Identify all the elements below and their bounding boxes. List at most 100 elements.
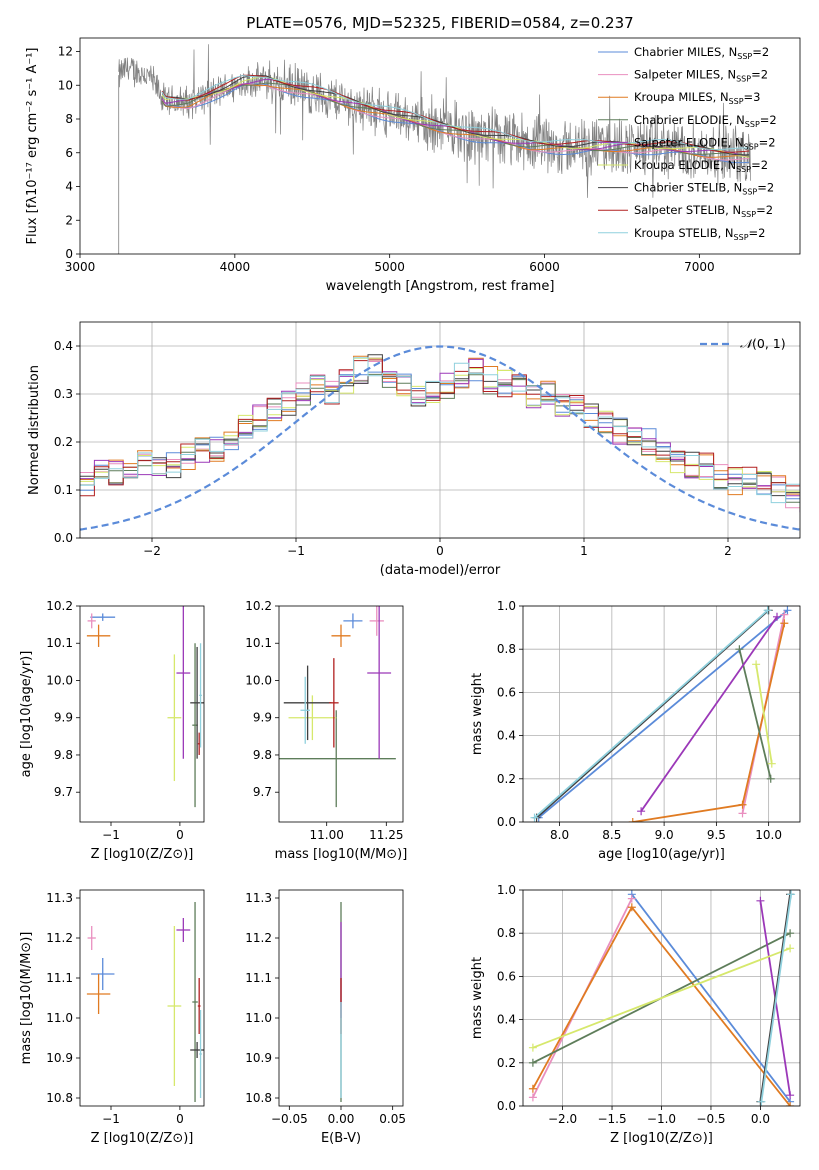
weight-marker xyxy=(786,944,795,953)
y-tick-label: 0.3 xyxy=(54,387,73,401)
y-tick-label: 9.7 xyxy=(253,785,272,799)
legend-label: Kroupa STELIB, NSSP=2 xyxy=(634,226,765,242)
errorbar-point xyxy=(190,1042,204,1058)
weight-marker xyxy=(735,645,744,654)
weight-line xyxy=(760,894,792,1102)
y-tick-label: 10.2 xyxy=(46,599,73,613)
y-tick-label: 10.9 xyxy=(245,1051,272,1065)
x-tick-label: 2 xyxy=(724,544,732,558)
y-tick-label: 10.8 xyxy=(245,1091,272,1105)
weight-marker xyxy=(767,759,776,768)
spectrum-data-group xyxy=(118,44,751,254)
x-tick-label: −1.0 xyxy=(647,1112,676,1126)
spectrum-frame xyxy=(79,37,801,255)
weight-marker xyxy=(528,1043,537,1052)
x-tick-label: 9.0 xyxy=(655,828,674,842)
errorbar-point xyxy=(288,695,337,741)
y-tick-label: 9.9 xyxy=(253,711,272,725)
x-tick-label: 3000 xyxy=(65,260,96,274)
weight-marker xyxy=(787,890,796,899)
x-tick-label: 4000 xyxy=(220,260,251,274)
y-axis-label: Flux [fλ10⁻¹⁷ erg cm⁻² s⁻¹ A⁻¹] xyxy=(25,48,40,245)
x-tick-label: 8.5 xyxy=(602,828,621,842)
y-tick-label: 9.8 xyxy=(54,748,73,762)
weight-marker xyxy=(757,1097,766,1106)
y-tick-label: 0 xyxy=(65,247,73,261)
errorbar-point xyxy=(90,613,116,621)
y-tick-label: 0.0 xyxy=(497,1099,516,1113)
weight-marker xyxy=(627,903,636,912)
y-tick-label: 0.2 xyxy=(497,1056,516,1070)
weight-marker xyxy=(780,610,789,619)
weight-marker xyxy=(786,1091,795,1100)
weight-marker xyxy=(628,818,637,822)
weight-line xyxy=(759,894,791,1102)
model-line xyxy=(161,75,750,151)
x-axis-label: Z [log10(Z/Z⊙)] xyxy=(91,1131,194,1146)
y-tick-label: 12 xyxy=(58,45,73,59)
errorbar-point xyxy=(367,606,392,759)
y-tick-label: 0.6 xyxy=(497,969,516,983)
x-axis-label: age [log10(age/yr)] xyxy=(598,847,725,862)
weight-line xyxy=(532,947,791,1049)
weight-marker xyxy=(528,1093,537,1102)
weight-line xyxy=(631,893,791,1103)
mass-vs-Z-axes: −1 0 10.8 10.9 11.0 11.1 11.2 11.3 Z [log10(Z/Z⊙… xyxy=(19,891,193,1146)
errorbar-point xyxy=(283,665,332,741)
weight-line xyxy=(640,616,778,812)
y-tick-label: 10 xyxy=(58,78,73,92)
errorbar-point xyxy=(176,918,191,942)
y-tick-label: 4 xyxy=(65,180,73,194)
y-tick-label: 10.8 xyxy=(46,1091,73,1105)
x-tick-label: 7000 xyxy=(684,260,715,274)
errorbar-point xyxy=(199,643,202,748)
hist-step xyxy=(80,357,800,506)
y-axis-label: Normed distribution xyxy=(27,365,42,495)
spectrum-legend: Chabrier MILES, NSSP=2 Salpeter MILES, NS… xyxy=(598,45,777,242)
spectrum-data-line xyxy=(118,44,751,198)
x-tick-label: 5000 xyxy=(374,260,405,274)
weight-vs-age-lines xyxy=(530,606,792,822)
x-tick-label: 11.00 xyxy=(310,828,344,842)
x-tick-label: −1.5 xyxy=(597,1112,626,1126)
hist-group xyxy=(80,345,800,531)
y-tick-label: 11.3 xyxy=(46,891,73,905)
age-vs-mass-points xyxy=(279,606,396,808)
y-tick-label: 10.2 xyxy=(245,599,272,613)
weight-line xyxy=(738,648,772,780)
weight-marker xyxy=(763,606,772,615)
age-vs-Z-points xyxy=(86,606,204,808)
errorbar-point xyxy=(329,658,339,748)
y-tick-label: 11.2 xyxy=(245,931,272,945)
model-line xyxy=(161,74,750,153)
x-tick-label: 0.00 xyxy=(328,1112,355,1126)
legend-label: Kroupa MILES, NSSP=3 xyxy=(634,90,760,106)
y-tick-label: 0.8 xyxy=(497,926,516,940)
weight-marker xyxy=(756,896,765,905)
errorbar-point xyxy=(369,606,384,636)
weight-marker xyxy=(766,774,775,783)
y-tick-label: 1.0 xyxy=(497,883,516,897)
x-axis-label: Z [log10(Z/Z⊙)] xyxy=(91,847,194,862)
y-tick-label: 10.1 xyxy=(46,636,73,650)
legend-label: Kroupa ELODIE, NSSP=2 xyxy=(634,158,768,174)
age-vs-Z-frame xyxy=(79,605,205,823)
legend-label: Chabrier ELODIE, NSSP=2 xyxy=(634,113,777,129)
weight-marker xyxy=(528,1058,537,1067)
legend-label: Salpeter ELODIE, NSSP=2 xyxy=(634,135,776,151)
model-line xyxy=(161,83,750,161)
y-axis-label: mass weight xyxy=(470,673,485,755)
y-tick-label: 9.9 xyxy=(54,711,73,725)
weight-line xyxy=(755,664,773,764)
y-tick-label: 10.9 xyxy=(46,1051,73,1065)
x-tick-label: 11.25 xyxy=(369,828,403,842)
y-tick-label: 2 xyxy=(65,213,73,227)
age-vs-mass-frame xyxy=(278,605,404,823)
legend-label: 𝒩(0, 1) xyxy=(740,336,786,351)
x-tick-label: 9.5 xyxy=(707,828,726,842)
y-tick-label: 0.8 xyxy=(497,642,516,656)
errorbar-point xyxy=(176,606,191,759)
y-tick-label: 11.0 xyxy=(46,1011,73,1025)
x-axis-label: mass [log10(M/M⊙)] xyxy=(275,847,408,862)
weight-line xyxy=(533,609,769,819)
